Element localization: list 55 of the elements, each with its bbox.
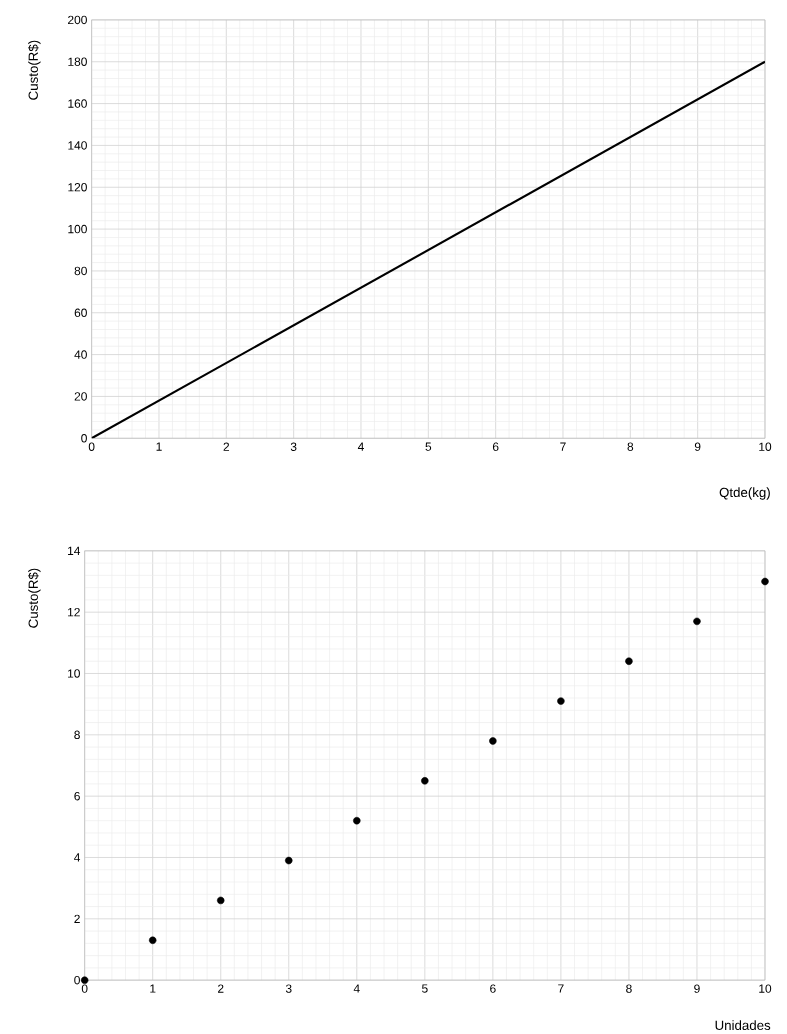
y-tick-label: 0 [74, 975, 80, 985]
y-tick-label: 0 [81, 434, 87, 443]
point [761, 577, 769, 586]
point [80, 976, 89, 984]
point [693, 617, 701, 626]
point [285, 856, 293, 865]
y-tick-label: 40 [74, 350, 87, 359]
point [217, 896, 225, 905]
x-tick-label: 7 [560, 442, 566, 451]
x-tick-label: 10 [759, 984, 772, 993]
x-tick-label: 9 [694, 984, 700, 993]
x-tick-label: 8 [626, 984, 632, 993]
x-axis-title: Unidades [715, 1020, 771, 1030]
y-axis-title: Custo(R$) [28, 568, 41, 628]
x-axis-title: Qtde(kg) [719, 487, 770, 500]
point [625, 657, 633, 665]
y-tick-label: 6 [74, 791, 80, 801]
x-tick-label: 5 [422, 984, 428, 993]
x-tick-label: 10 [759, 442, 772, 451]
x-tick-label: 0 [88, 442, 95, 451]
x-tick-label: 8 [627, 442, 634, 451]
point [489, 737, 497, 745]
y-tick-label: 4 [74, 853, 81, 862]
point [421, 777, 429, 785]
x-tick-label: 4 [353, 984, 360, 993]
x-tick-label: 3 [285, 984, 292, 993]
y-tick-label: 160 [68, 99, 87, 108]
y-tick-label: 12 [68, 607, 80, 617]
x-tick-label: 2 [223, 442, 230, 451]
x-tick-label: 7 [558, 984, 564, 993]
point [353, 816, 361, 825]
y-tick-label: 20 [74, 392, 87, 401]
y-tick-label: 14 [68, 546, 81, 555]
y-tick-label: 200 [68, 15, 87, 25]
x-tick-label: 5 [425, 442, 432, 451]
x-tick-label: 1 [156, 442, 162, 451]
y-tick-label: 60 [74, 308, 87, 318]
y-axis-title: Custo(R$) [28, 40, 41, 100]
x-tick-label: 6 [490, 984, 496, 993]
x-tick-label: 3 [290, 442, 297, 451]
y-tick-label: 2 [74, 914, 80, 923]
x-tick-label: 9 [694, 442, 701, 451]
point [149, 936, 157, 944]
y-tick-label: 8 [74, 730, 80, 740]
point [557, 697, 565, 705]
x-tick-label: 6 [492, 442, 499, 451]
y-tick-label: 10 [68, 669, 80, 678]
x-tick-label: 4 [357, 442, 364, 451]
x-tick-label: 1 [150, 984, 156, 993]
y-tick-label: 180 [68, 57, 87, 66]
x-tick-label: 2 [218, 984, 224, 993]
y-tick-label: 100 [68, 224, 87, 234]
y-tick-label: 80 [74, 266, 87, 276]
y-tick-label: 140 [68, 141, 87, 150]
y-tick-label: 120 [68, 183, 87, 192]
